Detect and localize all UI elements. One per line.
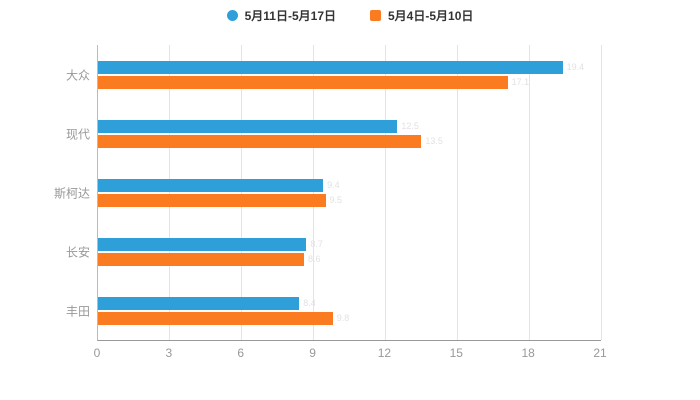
bar-value-label: 9.4 — [327, 179, 340, 190]
bar-value-label: 8.7 — [310, 238, 323, 249]
bar-value-label: 19.4 — [566, 61, 585, 72]
legend-item-2[interactable]: 5月4日-5月10日 — [370, 7, 473, 24]
bar-value-label: 12.5 — [401, 120, 419, 131]
x-axis-tick-label: 6 — [237, 346, 245, 360]
legend-label: 5月11日-5月17日 — [244, 9, 336, 23]
plot-area: 19.4 17.1 12.5 13.5 9.4 9.5 8.7 8.6 8.4 9.8 — [97, 45, 602, 341]
x-axis-tick-label: 18 — [521, 346, 535, 360]
legend-label: 5月4日-5月10日 — [388, 9, 474, 23]
bar-长安-series2[interactable] — [98, 252, 304, 266]
y-axis-category-label: 丰田 — [65, 304, 90, 318]
bar-value-label: 8.6 — [307, 253, 321, 264]
bar-斯柯达-series2[interactable] — [98, 193, 326, 207]
bar-现代-series2[interactable] — [98, 134, 422, 148]
bar-大众-series2[interactable] — [98, 75, 508, 89]
bar-value-label: 17.1 — [511, 76, 530, 87]
legend-marker-icon — [226, 10, 238, 21]
x-axis-tick-label: 3 — [165, 346, 173, 360]
x-axis-tick-label: 21 — [593, 346, 607, 360]
x-axis-tick-label: 0 — [93, 346, 101, 360]
y-axis-category-label: 现代 — [65, 127, 90, 141]
bar-value-label: 9.5 — [329, 194, 343, 205]
legend-item-1[interactable]: 5月11日-5月17日 — [226, 7, 336, 24]
y-axis-category-label: 长安 — [65, 245, 90, 259]
bar-丰田-series1[interactable] — [98, 296, 300, 310]
bar-现代-series1[interactable] — [98, 119, 398, 133]
gridline — [456, 45, 458, 340]
x-axis-tick-label: 9 — [309, 346, 316, 360]
y-axis-category-label: 大众 — [65, 68, 90, 82]
x-axis-tick-label: 12 — [377, 346, 392, 360]
bar-丰田-series2[interactable] — [98, 311, 333, 325]
legend: 5月11日-5月17日 5月4日-5月10日 — [0, 7, 700, 24]
x-axis-tick-label: 15 — [449, 346, 463, 360]
bar-value-label: 8.4 — [303, 297, 316, 308]
bar-长安-series1[interactable] — [98, 237, 307, 251]
bar-value-label: 9.8 — [336, 312, 350, 323]
gridline — [169, 45, 171, 340]
gridline — [528, 45, 530, 340]
bar-value-label: 13.5 — [425, 135, 443, 146]
gridline — [600, 45, 602, 340]
bar-斯柯达-series1[interactable] — [98, 178, 324, 192]
gridline — [241, 45, 243, 340]
gridline — [384, 45, 386, 340]
gridline — [313, 45, 315, 340]
y-axis-category-label: 斯柯达 — [53, 186, 90, 200]
legend-marker-icon — [370, 10, 381, 21]
bar-大众-series1[interactable] — [98, 60, 563, 74]
